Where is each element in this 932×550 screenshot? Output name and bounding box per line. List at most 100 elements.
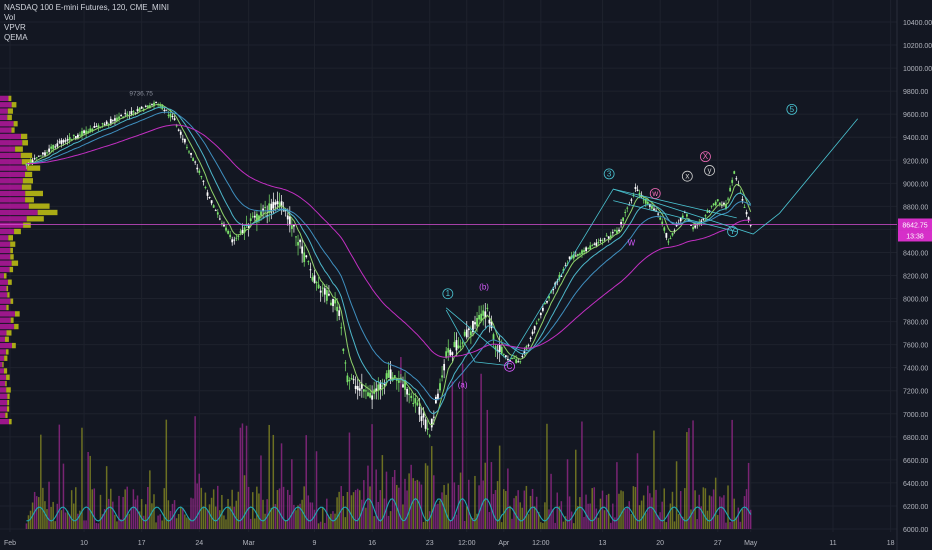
indicator-vpvr[interactable]: VPVR bbox=[4, 23, 26, 32]
volume-bar bbox=[367, 465, 369, 529]
candle-body bbox=[229, 234, 232, 238]
candle-body bbox=[29, 160, 32, 162]
candle-body bbox=[467, 328, 470, 331]
volume-bar bbox=[408, 473, 410, 529]
volume-bar bbox=[274, 504, 277, 529]
candle-body bbox=[332, 298, 334, 307]
candle-body bbox=[544, 302, 546, 305]
candle-body bbox=[387, 370, 390, 378]
symbol-title[interactable]: NASDAQ 100 E-mini Futures, 120, CME_MINI bbox=[4, 3, 169, 12]
candle-body bbox=[657, 213, 660, 215]
vpvr-bar-up bbox=[10, 317, 14, 323]
volume-bar bbox=[373, 516, 375, 529]
vpvr-bar-down bbox=[0, 266, 10, 273]
candle-body bbox=[247, 224, 250, 228]
candle-body bbox=[52, 144, 55, 150]
candle-body bbox=[406, 389, 408, 395]
volume-bar bbox=[369, 486, 371, 529]
candle-body bbox=[430, 418, 433, 428]
candle-body bbox=[272, 201, 275, 209]
vpvr-bar-down bbox=[0, 95, 9, 102]
candle-body bbox=[548, 296, 550, 299]
candle-body bbox=[622, 217, 625, 221]
candle-body bbox=[360, 383, 363, 389]
time-tick-label: 18 bbox=[887, 540, 895, 547]
vpvr-bar-down bbox=[0, 165, 28, 171]
candle-body bbox=[54, 146, 57, 148]
volume-bar bbox=[153, 494, 155, 529]
candle-body bbox=[504, 355, 507, 358]
candle-body bbox=[149, 105, 151, 108]
indicator-vol[interactable]: Vol bbox=[4, 13, 16, 22]
volume-bar bbox=[323, 522, 326, 529]
price-tick-label: 8000.00 bbox=[903, 297, 928, 304]
volume-bar bbox=[653, 430, 655, 529]
volume-bar bbox=[171, 503, 174, 529]
vpvr-bar-up bbox=[13, 121, 18, 127]
volume-bar bbox=[126, 486, 128, 529]
vpvr-bar-up bbox=[10, 247, 13, 254]
candle-body bbox=[611, 232, 614, 234]
volume-bar bbox=[309, 502, 312, 529]
candle-body bbox=[661, 221, 664, 225]
candle-body bbox=[424, 419, 427, 429]
candle-body bbox=[216, 212, 219, 215]
candle-body bbox=[31, 160, 34, 164]
volume-bar bbox=[239, 427, 242, 529]
vpvr-bar-down bbox=[0, 298, 11, 304]
vpvr-bar-down bbox=[0, 159, 22, 165]
volume-bar bbox=[721, 497, 723, 529]
volume-bar bbox=[231, 489, 233, 529]
candle-body bbox=[418, 406, 421, 415]
price-tick-label: 7400.00 bbox=[903, 366, 928, 373]
time-tick-label: 20 bbox=[656, 540, 664, 547]
candle-body bbox=[175, 125, 178, 127]
indicator-qema[interactable]: QEMA bbox=[4, 33, 28, 42]
candle-body bbox=[669, 238, 672, 240]
volume-bar bbox=[439, 500, 441, 529]
volume-bar bbox=[463, 521, 466, 529]
wave-label: y bbox=[708, 166, 712, 175]
time-tick-label: 10 bbox=[80, 540, 88, 547]
candle-body bbox=[218, 218, 221, 220]
candle-body bbox=[636, 189, 639, 191]
volume-bar bbox=[307, 495, 310, 529]
volume-bar bbox=[679, 491, 682, 529]
candle-body bbox=[251, 216, 254, 218]
vpvr-bar-up bbox=[6, 406, 10, 412]
candle-body bbox=[290, 225, 293, 229]
candle-body bbox=[74, 136, 77, 139]
volume-bar bbox=[70, 490, 73, 529]
wave-label: X bbox=[703, 152, 709, 161]
last-price-label: 8642.75 bbox=[902, 222, 927, 229]
vpvr-bar-down bbox=[0, 209, 38, 216]
candle-body bbox=[190, 152, 192, 155]
volume-bar bbox=[245, 425, 248, 529]
volume-bar bbox=[284, 520, 287, 529]
volume-bar bbox=[25, 523, 28, 529]
vpvr-bar-down bbox=[0, 406, 7, 412]
candle-body bbox=[712, 203, 715, 206]
volume-bar bbox=[542, 522, 544, 529]
candle-body bbox=[212, 205, 215, 208]
vpvr-bar-up bbox=[7, 292, 10, 298]
candle-body bbox=[572, 254, 575, 259]
volume-bar bbox=[624, 508, 626, 529]
volume-bar bbox=[441, 492, 443, 529]
vpvr-bar-up bbox=[28, 203, 50, 209]
candle-body bbox=[181, 138, 184, 140]
candle-body bbox=[599, 239, 602, 241]
volume-bar bbox=[138, 511, 141, 529]
volume-bar bbox=[393, 469, 396, 529]
volume-bar bbox=[743, 496, 746, 529]
candle-body bbox=[527, 344, 530, 346]
price-tick-label: 10200.00 bbox=[903, 43, 932, 50]
volume-bar bbox=[346, 491, 349, 529]
candle-body bbox=[204, 186, 207, 189]
volume-bar bbox=[297, 505, 299, 529]
wave-label: W bbox=[628, 239, 636, 248]
wave-label: (a) bbox=[458, 380, 468, 389]
candle-body bbox=[303, 252, 306, 263]
volume-bar bbox=[651, 497, 653, 529]
